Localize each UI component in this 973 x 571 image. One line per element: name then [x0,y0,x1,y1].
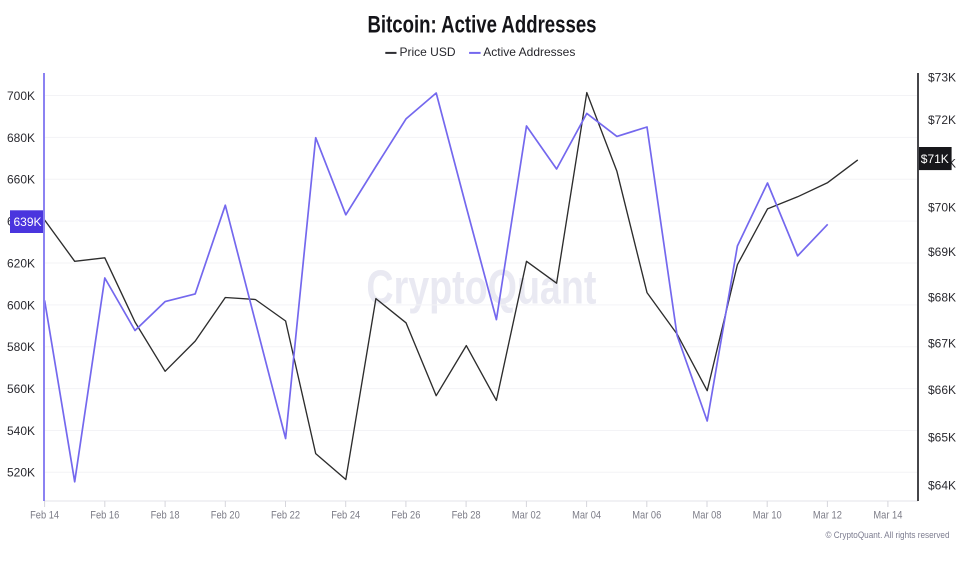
svg-text:580K: 580K [7,340,35,354]
svg-text:$65K: $65K [928,430,956,444]
svg-text:© CryptoQuant. All rights rese: © CryptoQuant. All rights reserved [826,530,950,541]
svg-text:Price USD: Price USD [400,45,456,59]
svg-text:$72K: $72K [928,113,956,127]
svg-text:Feb 18: Feb 18 [151,510,180,522]
svg-text:$69K: $69K [928,245,956,259]
svg-text:Feb 20: Feb 20 [211,510,240,522]
svg-text:Active Addresses: Active Addresses [483,45,575,59]
svg-text:$67K: $67K [928,336,956,350]
svg-text:Mar 12: Mar 12 [813,510,842,522]
svg-text:$64K: $64K [928,478,956,492]
svg-text:Mar 14: Mar 14 [873,510,902,522]
svg-text:639K: 639K [13,215,41,229]
svg-text:$73K: $73K [928,70,956,84]
svg-text:Mar 04: Mar 04 [572,510,601,522]
svg-text:Mar 08: Mar 08 [693,510,722,522]
svg-text:Feb 14: Feb 14 [30,510,59,522]
svg-text:CryptoQuant: CryptoQuant [366,262,596,315]
svg-text:Feb 28: Feb 28 [452,510,481,522]
svg-text:$66K: $66K [928,383,956,397]
svg-text:Bitcoin: Active Addresses: Bitcoin: Active Addresses [368,11,597,38]
svg-text:Mar 06: Mar 06 [632,510,661,522]
svg-text:$71K: $71K [921,152,949,166]
svg-text:$68K: $68K [928,290,956,304]
svg-text:680K: 680K [7,131,35,145]
svg-text:700K: 700K [7,89,35,103]
svg-text:Feb 16: Feb 16 [90,510,119,522]
svg-text:540K: 540K [7,424,35,438]
svg-text:520K: 520K [7,466,35,480]
svg-text:Mar 10: Mar 10 [753,510,782,522]
svg-text:$70K: $70K [928,200,956,214]
svg-text:Mar 02: Mar 02 [512,510,541,522]
svg-text:600K: 600K [7,298,35,312]
svg-text:560K: 560K [7,382,35,396]
svg-text:Feb 24: Feb 24 [331,510,360,522]
svg-text:Feb 26: Feb 26 [391,510,420,522]
svg-text:660K: 660K [7,173,35,187]
svg-text:Feb 22: Feb 22 [271,510,300,522]
svg-text:620K: 620K [7,256,35,270]
